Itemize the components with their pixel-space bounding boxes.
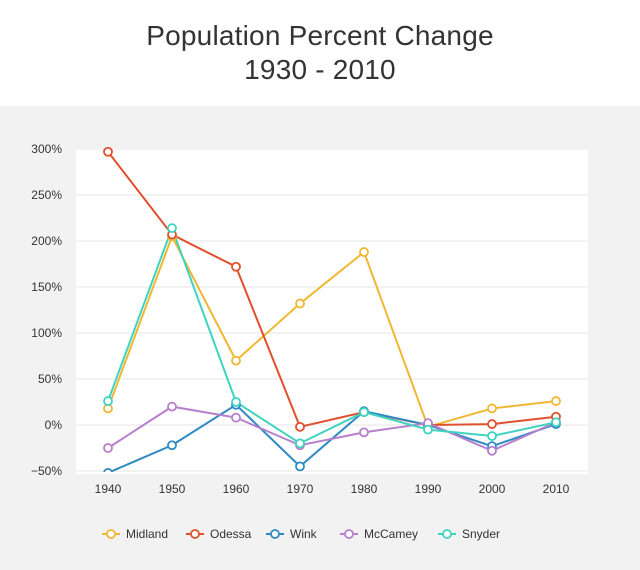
data-point-odessa[interactable]: [103, 146, 113, 157]
y-tick-label: 100%: [31, 326, 62, 340]
y-tick-label: 250%: [31, 188, 62, 202]
gridlines: [76, 148, 588, 472]
legend-marker: [442, 529, 452, 539]
data-point-snyder[interactable]: [103, 396, 113, 406]
legend-item-odessa[interactable]: Odessa: [186, 527, 252, 541]
legend-item-midland[interactable]: Midland: [102, 527, 168, 541]
legend-marker: [106, 529, 116, 539]
x-tick-label: 2010: [543, 482, 570, 496]
data-point-snyder[interactable]: [231, 397, 241, 407]
data-point-midland[interactable]: [359, 247, 369, 257]
legend-label: Midland: [126, 527, 168, 541]
y-tick-label: 50%: [38, 372, 62, 386]
chart-title: Population Percent Change 1930 - 2010: [0, 0, 640, 106]
x-tick-label: 1990: [415, 482, 442, 496]
data-point-mccamey[interactable]: [487, 445, 497, 456]
legend-item-mccamey[interactable]: McCamey: [340, 527, 418, 541]
y-tick-label: 0%: [45, 418, 63, 432]
chart-title-line-1: Population Percent Change: [146, 20, 494, 51]
data-point-snyder[interactable]: [487, 431, 497, 441]
legend-marker: [190, 529, 200, 539]
data-point-snyder[interactable]: [167, 223, 177, 234]
data-point-odessa[interactable]: [231, 261, 241, 272]
series-line-snyder: [107, 225, 557, 445]
data-point-mccamey[interactable]: [359, 427, 369, 438]
data-point-snyder[interactable]: [423, 424, 433, 435]
data-point-midland[interactable]: [551, 396, 561, 406]
line-chart: 300%250%200%150%100%50%0%−50% 1940 1950 19…: [31, 142, 588, 541]
x-tick-label: 1970: [287, 482, 314, 496]
legend-marker: [270, 529, 280, 539]
data-point-midland[interactable]: [231, 355, 241, 366]
data-point-odessa[interactable]: [487, 419, 497, 429]
legend-label: McCamey: [364, 527, 418, 541]
legend-marker: [344, 529, 354, 539]
series-line-odessa: [107, 151, 557, 429]
x-tick-label: 2000: [479, 482, 506, 496]
series-lines: [107, 151, 557, 472]
data-point-snyder[interactable]: [295, 438, 305, 449]
chart-title-line-2: 1930 - 2010: [244, 54, 396, 85]
y-tick-label: 200%: [31, 234, 62, 248]
x-tick-label: 1950: [159, 482, 186, 496]
data-point-mccamey[interactable]: [231, 412, 241, 423]
data-point-midland[interactable]: [487, 403, 497, 414]
y-tick-label: −50%: [31, 464, 62, 478]
x-tick-label: 1940: [95, 482, 122, 496]
x-tick-label: 1960: [223, 482, 250, 496]
y-axis-tick-labels: 300% 250% 200% 150% 100% 50% 0% −50%: [31, 142, 62, 478]
data-point-wink[interactable]: [103, 467, 113, 477]
legend-label: Snyder: [462, 527, 500, 541]
data-point-mccamey[interactable]: [103, 443, 113, 453]
legend-label: Odessa: [210, 527, 252, 541]
legend-label: Wink: [290, 527, 318, 541]
legend-item-snyder[interactable]: Snyder: [438, 527, 500, 541]
x-axis-tick-labels: 1940 1950 1960 1970 1980 1990 2000 2010: [95, 482, 570, 496]
y-tick-label: 300%: [31, 142, 62, 156]
series-line-mccamey: [107, 405, 557, 452]
data-point-mccamey[interactable]: [167, 401, 177, 412]
data-point-midland[interactable]: [295, 298, 305, 309]
data-point-snyder[interactable]: [359, 407, 369, 418]
data-point-wink[interactable]: [167, 440, 177, 451]
legend-item-wink[interactable]: Wink: [266, 527, 318, 541]
data-point-snyder[interactable]: [551, 417, 561, 428]
data-point-wink[interactable]: [295, 461, 305, 472]
y-tick-label: 150%: [31, 280, 62, 294]
series-points: [103, 146, 561, 477]
data-point-odessa[interactable]: [295, 421, 305, 432]
legend: Midland Odessa Wink McCamey Snyder: [102, 527, 500, 541]
x-tick-label: 1980: [351, 482, 378, 496]
